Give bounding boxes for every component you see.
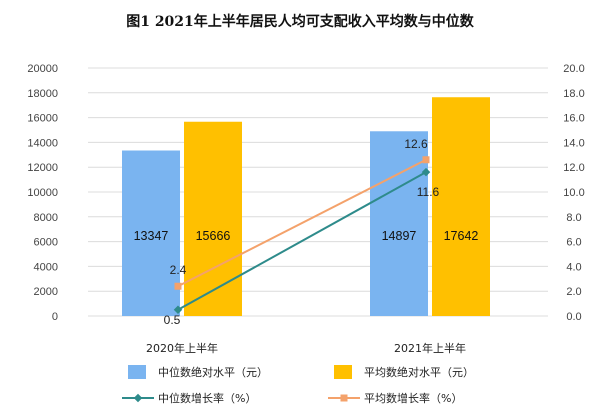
chart-title: 图1 2021年上半年居民人均可支配收入平均数与中位数 — [126, 13, 475, 30]
point-marker — [174, 282, 182, 290]
point-label: 0.5 — [164, 313, 181, 327]
left-tick-label: 10000 — [27, 187, 58, 199]
legend-label: 平均数增长率（%） — [364, 391, 462, 405]
left-tick-label: 6000 — [34, 237, 58, 249]
category-label: 2020年上半年 — [146, 341, 218, 355]
right-tick-label: 18.0 — [563, 88, 584, 100]
bar-value-label: 15666 — [196, 229, 231, 243]
bar — [370, 131, 428, 316]
bar — [184, 121, 242, 316]
legend-swatch — [128, 365, 146, 379]
bar-value-label: 13347 — [134, 229, 169, 243]
point-label: 12.6 — [404, 137, 428, 151]
point-marker — [422, 156, 430, 164]
left-tick-label: 12000 — [27, 162, 58, 174]
left-axis: 0 2000 4000 6000 8000 10000 12000 14000 16000 180… — [27, 63, 58, 323]
left-tick-label: 14000 — [27, 137, 58, 149]
left-tick-label: 2000 — [34, 286, 58, 298]
right-tick-label: 20.0 — [563, 63, 584, 75]
legend-marker — [340, 394, 348, 402]
legend-label: 中位数增长率（%） — [158, 391, 256, 405]
growth-lines: 0.5 11.6 2.4 12.6 — [164, 137, 440, 327]
left-tick-label: 20000 — [27, 63, 58, 75]
series-line — [177, 171, 427, 311]
right-tick-label: 6.0 — [566, 237, 581, 249]
legend-label: 中位数绝对水平（元） — [158, 365, 268, 379]
legend-swatch — [334, 365, 352, 379]
right-tick-label: 8.0 — [566, 212, 581, 224]
left-tick-label: 18000 — [27, 88, 58, 100]
legend-marker — [133, 393, 143, 403]
bar-value-label: 17642 — [444, 229, 479, 243]
bars: 13347 14897 15666 17642 — [122, 97, 490, 316]
bar-value-label: 14897 — [382, 229, 417, 243]
right-tick-label: 4.0 — [566, 261, 581, 273]
category-labels: 2020年上半年 2021年上半年 — [146, 341, 466, 355]
point-marker — [421, 167, 431, 177]
bar — [432, 97, 490, 316]
right-tick-label: 2.0 — [566, 286, 581, 298]
right-axis: 0.0 2.0 4.0 6.0 8.0 10.0 12.0 14.0 16.0 18.0 20.0 — [563, 63, 584, 323]
right-tick-label: 0.0 — [566, 311, 581, 323]
right-tick-label: 14.0 — [563, 137, 584, 149]
right-tick-label: 12.0 — [563, 162, 584, 174]
category-label: 2021年上半年 — [394, 341, 466, 355]
legend-label: 平均数绝对水平（元） — [364, 365, 474, 379]
point-label: 2.4 — [170, 263, 187, 277]
right-tick-label: 16.0 — [563, 113, 584, 125]
left-tick-label: 0 — [52, 311, 58, 323]
left-tick-label: 16000 — [27, 113, 58, 125]
left-tick-label: 4000 — [34, 261, 58, 273]
series-line — [177, 158, 427, 288]
bar — [122, 150, 180, 316]
point-marker — [173, 305, 183, 315]
legend: 中位数绝对水平（元） 平均数绝对水平（元） 中位数增长率（%） 平均数增长率（%） — [122, 365, 474, 405]
point-label: 11.6 — [417, 185, 440, 199]
right-tick-label: 10.0 — [563, 187, 584, 199]
left-tick-label: 8000 — [34, 212, 58, 224]
